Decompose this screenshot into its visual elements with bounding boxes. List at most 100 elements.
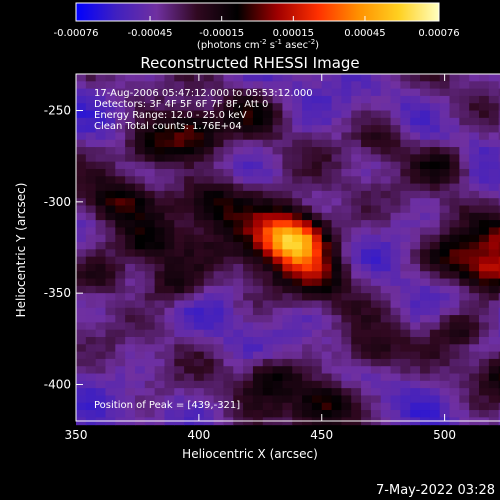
heatmap-cell (184, 344, 195, 353)
heatmap-cell (174, 220, 185, 228)
heatmap-cell (439, 161, 451, 170)
heatmap-cell (380, 307, 392, 316)
heatmap-cell (311, 125, 323, 133)
heatmap-cell (154, 212, 166, 221)
heatmap-cell (164, 300, 175, 309)
heatmap-cell (184, 110, 195, 119)
heatmap-cell (479, 242, 490, 250)
heatmap-cell (390, 132, 401, 141)
heatmap-cell (164, 220, 175, 228)
heatmap-cell (193, 344, 205, 353)
heatmap-cell (380, 271, 392, 280)
heatmap-cell (125, 234, 136, 243)
heatmap-cell (184, 278, 195, 287)
heatmap-cell (449, 410, 460, 418)
heatmap-cell (498, 329, 500, 338)
heatmap-cell (134, 81, 146, 90)
x-tick-label: 350 (65, 428, 88, 442)
heatmap-cell (115, 103, 126, 112)
heatmap-cell (380, 366, 392, 375)
heatmap-cell (174, 205, 185, 214)
heatmap-cell (76, 410, 87, 418)
heatmap-cell (272, 212, 284, 221)
heatmap-cell (105, 388, 116, 396)
heatmap-cell (361, 117, 372, 126)
heatmap-cell (282, 293, 293, 301)
heatmap-cell (400, 351, 411, 360)
heatmap-cell (331, 242, 343, 250)
heatmap-cell (420, 95, 431, 104)
heatmap-cell (420, 139, 431, 148)
heatmap-cell (488, 227, 500, 236)
heatmap-cell (429, 256, 441, 265)
heatmap-cell (331, 358, 343, 367)
heatmap-cell (361, 81, 372, 90)
heatmap-cell (420, 117, 431, 126)
heatmap-cell (479, 132, 490, 141)
heatmap-cell (243, 227, 254, 236)
heatmap-cell (302, 125, 313, 133)
heatmap-cell (321, 190, 333, 199)
heatmap-cell (361, 366, 372, 375)
heatmap-cell (449, 358, 460, 367)
heatmap-cell (115, 373, 126, 382)
heatmap-cell (134, 263, 146, 272)
heatmap-cell (213, 139, 225, 148)
heatmap-cell (361, 249, 372, 258)
heatmap-cell (390, 205, 401, 214)
heatmap-cell (469, 336, 480, 345)
heatmap-cell (164, 139, 175, 148)
heatmap-cell (469, 242, 480, 250)
heatmap-cell (193, 307, 205, 316)
heatmap-cell (193, 95, 205, 104)
colorbar-tick-label: -0.00015 (199, 28, 244, 39)
heatmap-cell (449, 336, 460, 345)
heatmap-cell (184, 88, 195, 97)
heatmap-cell (282, 190, 293, 199)
heatmap-cell (125, 190, 136, 199)
x-axis-label: Heliocentric X (arcsec) (182, 447, 318, 461)
heatmap-cell (439, 212, 451, 221)
heatmap-cell (400, 176, 411, 185)
heatmap-cell (76, 117, 87, 126)
heatmap-cell (125, 154, 136, 163)
heatmap-cell (429, 139, 441, 148)
heatmap-cell (184, 366, 195, 375)
heatmap-cell (164, 198, 175, 207)
heatmap-cell (292, 293, 303, 301)
heatmap-cell (223, 388, 234, 396)
heatmap-cell (243, 117, 254, 126)
heatmap-cell (390, 139, 401, 148)
heatmap-cell (302, 147, 313, 155)
heatmap-cell (85, 74, 97, 82)
heatmap-cell (154, 366, 166, 375)
heatmap-cell (479, 351, 490, 360)
heatmap-cell (498, 373, 500, 382)
heatmap-cell (400, 271, 411, 280)
heatmap-cell (262, 336, 274, 345)
heatmap-cell (262, 88, 274, 97)
heatmap-cell (429, 278, 441, 287)
heatmap-cell (193, 190, 205, 199)
heatmap-cell (479, 198, 490, 207)
heatmap-cell (498, 315, 500, 323)
heatmap-cell (115, 205, 126, 214)
heatmap-cell (302, 278, 313, 287)
heatmap-cell (469, 117, 480, 126)
heatmap-cell (252, 358, 264, 367)
heatmap-cell (311, 176, 323, 185)
heatmap-cell (479, 249, 490, 258)
heatmap-cell (292, 88, 303, 97)
heatmap-cell (134, 176, 146, 185)
heatmap-cell (429, 336, 441, 345)
heatmap-cell (341, 271, 352, 280)
heatmap-cell (252, 351, 264, 360)
heatmap-cell (134, 285, 146, 294)
heatmap-cell (144, 81, 156, 90)
heatmap-cell (488, 220, 500, 228)
heatmap-cell (469, 285, 480, 294)
heatmap-cell (488, 125, 500, 133)
heatmap-cell (144, 132, 156, 141)
heatmap-cell (449, 278, 460, 287)
heatmap-cell (105, 351, 116, 360)
